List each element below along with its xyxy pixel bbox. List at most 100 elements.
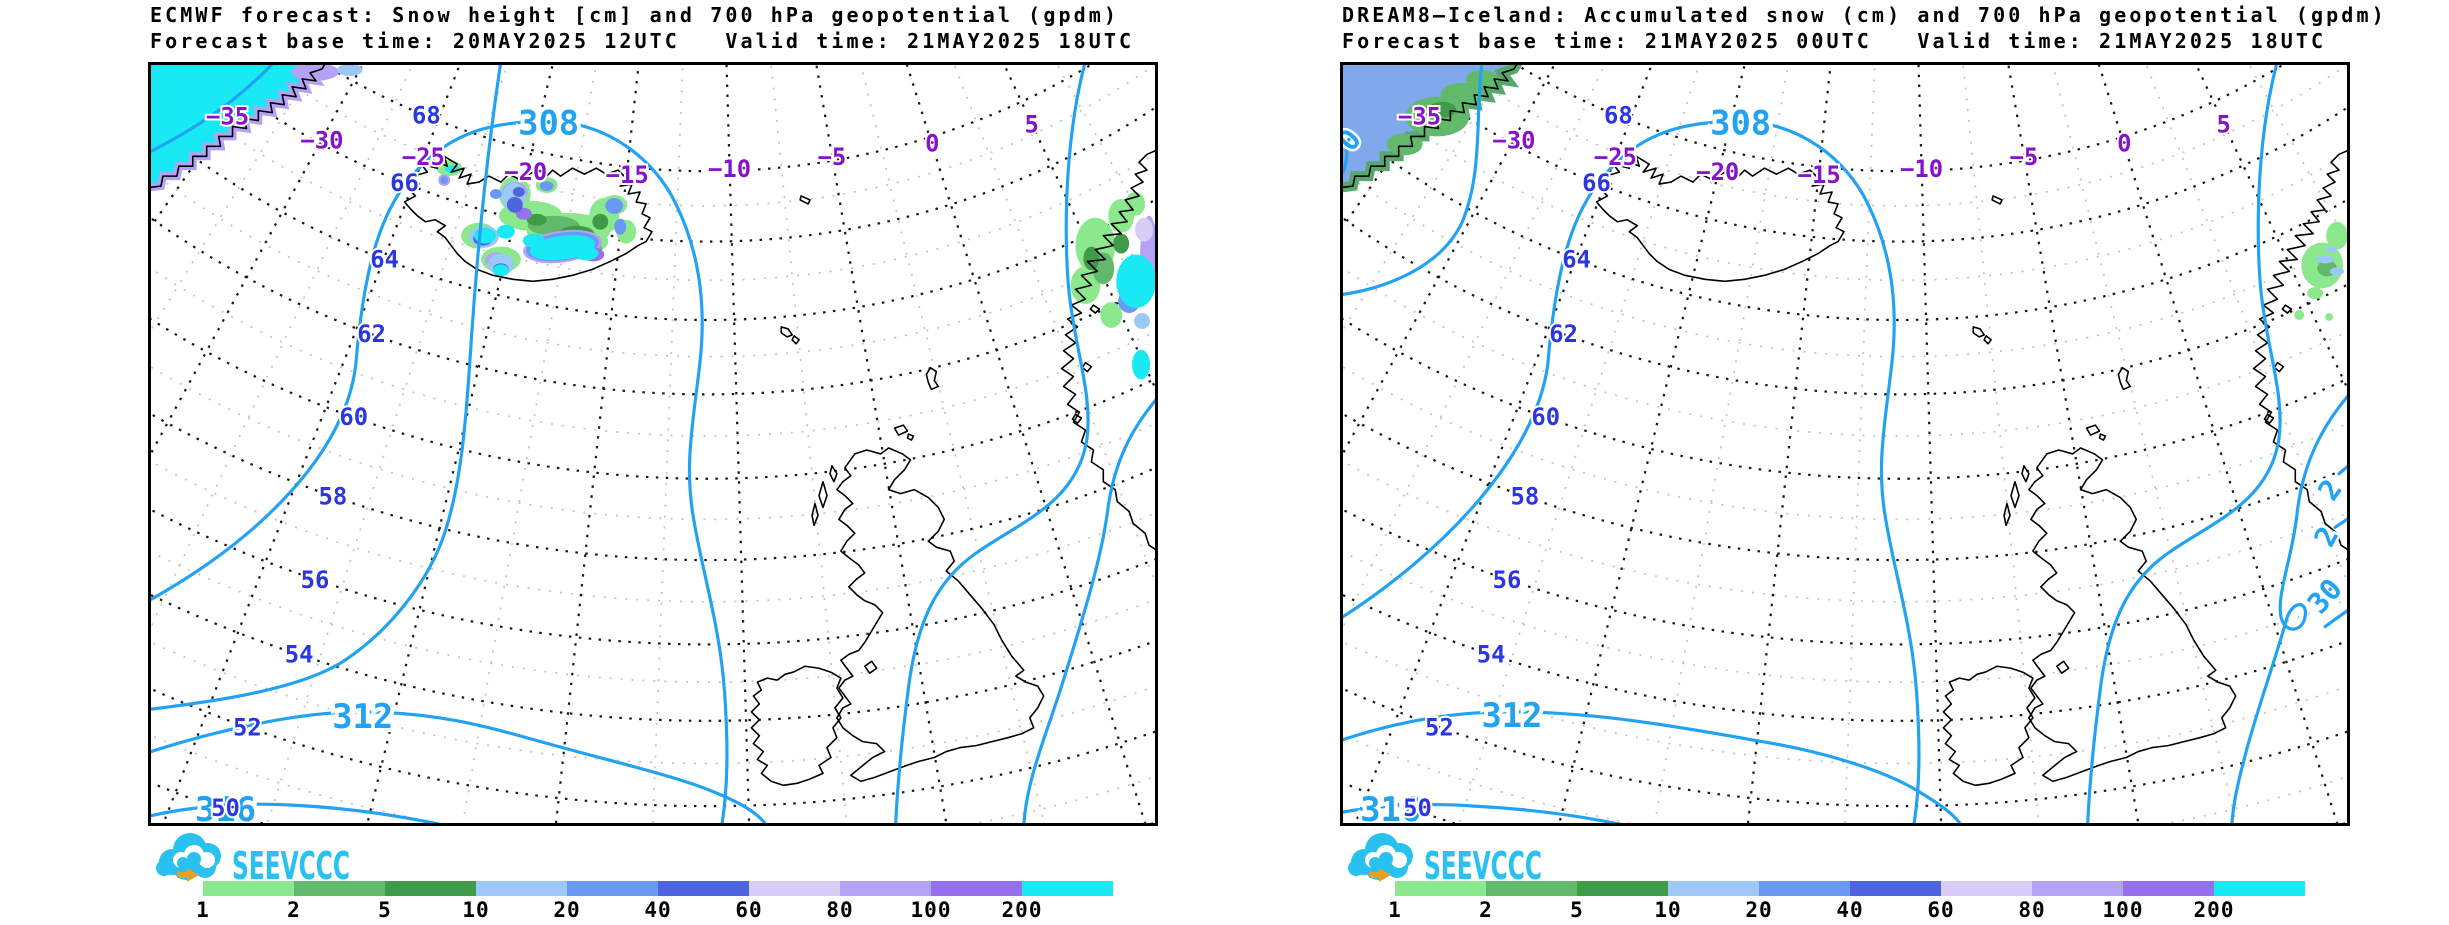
colorbar-value: 100 — [910, 898, 952, 922]
colorbar-value: 20 — [553, 898, 581, 922]
longitude-label: 0 — [2117, 129, 2131, 157]
latitude-label-66: 66 — [1582, 169, 1611, 197]
snow-patches — [291, 65, 1155, 380]
coastlines — [1343, 65, 2347, 787]
latitude-label-68: 68 — [1604, 102, 1633, 130]
colorbar-value: 80 — [2018, 898, 2046, 922]
map-ecmwf: 308 312 316 68 66 64 62 60 58 56 54 52 50 −35 −30 −25 −2… — [148, 62, 1158, 826]
map-labels: 3083123160223068666462605856545250−35−30… — [1343, 100, 2347, 823]
map-dream8-svg: 3083123160223068666462605856545250−35−30… — [1343, 65, 2347, 823]
graticule-minor — [151, 65, 1155, 823]
longitude-label: −35 — [1398, 103, 1441, 131]
panel-ecmwf-title: ECMWF forecast: Snow height [cm] and 700… — [150, 2, 1134, 54]
longitude-label: −20 — [1696, 158, 1739, 186]
map-ecmwf-svg: 30831231668666462605856545250−35−30−25−2… — [151, 65, 1155, 823]
latitude-label-58: 58 — [319, 483, 348, 511]
title-line1: DREAM8–Iceland: Accumulated snow (cm) an… — [1342, 3, 2387, 27]
colorbar-value: 2 — [1479, 898, 1493, 922]
latitude-label-54: 54 — [285, 640, 314, 668]
cloud-icon — [1348, 833, 1413, 880]
latitude-label-50: 50 — [211, 794, 240, 822]
latitude-label-52: 52 — [1425, 714, 1454, 742]
colorbar-segment-2 — [385, 881, 476, 896]
latitude-label-64: 64 — [370, 245, 399, 273]
colorbar-segment-9 — [2214, 881, 2305, 896]
colorbar-value: 40 — [644, 898, 672, 922]
snow-colorbar — [1395, 881, 2305, 896]
colorbar-value: 200 — [2193, 898, 2235, 922]
title-line2: Forecast base time: 20MAY2025 12UTC Vali… — [150, 29, 1135, 53]
longitude-label: −5 — [818, 143, 847, 171]
panel-dream8-title: DREAM8–Iceland: Accumulated snow (cm) an… — [1342, 2, 2387, 54]
colorbar-value: 60 — [735, 898, 763, 922]
graticule-major — [151, 65, 1155, 823]
colorbar-segment-1 — [294, 881, 385, 896]
latitude-label-68: 68 — [412, 102, 441, 130]
arrow-icon — [1369, 868, 1391, 882]
footer-dream8: SEEVCCC 1 2 5 10 20 40 60 80 100 200 — [1340, 828, 2356, 924]
latitude-label-64: 64 — [1562, 245, 1591, 273]
contour-edge-label: 2 — [2311, 473, 2347, 507]
colorbar-segment-4 — [567, 881, 658, 896]
contour-label-308: 308 — [518, 103, 579, 142]
map-dream8: 308 312 316 0 2 2 30 68 66 64 62 60 58 56 54 52 50 −35 −30… — [1340, 62, 2350, 826]
colorbar-value: 1 — [196, 898, 210, 922]
seevccc-logo: SEEVCCC — [156, 833, 350, 886]
colorbar-segment-0 — [1395, 881, 1486, 896]
longitude-label: −15 — [1798, 161, 1841, 189]
latitude-label-54: 54 — [1477, 640, 1506, 668]
snow-colorbar — [203, 881, 1113, 896]
colorbar-segment-5 — [658, 881, 749, 896]
colorbar-segment-3 — [1668, 881, 1759, 896]
longitude-label: −25 — [402, 143, 445, 171]
colorbar-value: 10 — [1654, 898, 1682, 922]
longitude-label: −10 — [1900, 155, 1943, 183]
colorbar-segment-2 — [1577, 881, 1668, 896]
colorbar-segment-6 — [1941, 881, 2032, 896]
latitude-label-62: 62 — [357, 320, 386, 348]
colorbar-value: 5 — [1570, 898, 1584, 922]
latitude-label-62: 62 — [1549, 320, 1578, 348]
latitude-label-52: 52 — [233, 714, 262, 742]
latitude-label-60: 60 — [1531, 403, 1560, 431]
colorbar-value: 5 — [378, 898, 392, 922]
latitude-label-50: 50 — [1403, 794, 1432, 822]
map-layers — [151, 65, 1155, 823]
colorbar-value: 60 — [1927, 898, 1955, 922]
longitude-label: −30 — [1492, 126, 1535, 154]
seevccc-logo: SEEVCCC — [1348, 833, 1542, 886]
colorbar-segment-7 — [2032, 881, 2123, 896]
latitude-label-58: 58 — [1511, 483, 1540, 511]
colorbar-segment-7 — [840, 881, 931, 896]
title-line2: Forecast base time: 21MAY2025 00UTC Vali… — [1342, 29, 2327, 53]
longitude-label: −20 — [504, 158, 547, 186]
colorbar-segment-9 — [1022, 881, 1113, 896]
longitude-label: −25 — [1594, 143, 1637, 171]
colorbar-value: 20 — [1745, 898, 1773, 922]
colorbar-value: 200 — [1001, 898, 1043, 922]
colorbar-value: 2 — [287, 898, 301, 922]
latitude-label-60: 60 — [339, 403, 368, 431]
contour-label-316: 316 — [195, 790, 256, 823]
contour-label-312: 312 — [1481, 696, 1542, 735]
longitude-label: −10 — [708, 155, 751, 183]
logo-text: SEEVCCC — [232, 844, 350, 886]
contour-label-312: 312 — [332, 697, 393, 736]
latitude-label-66: 66 — [390, 169, 419, 197]
coastlines — [151, 65, 1155, 787]
logo-text: SEEVCCC — [1424, 844, 1542, 886]
colorbar-value: 80 — [826, 898, 854, 922]
footer-ecmwf: SEEVCCC 1 2 5 10 20 40 60 80 100 200 — [148, 828, 1164, 924]
colorbar-segment-1 — [1486, 881, 1577, 896]
snow-patches — [1386, 69, 2347, 321]
colorbar-segment-3 — [476, 881, 567, 896]
longitude-label: 5 — [2217, 110, 2231, 138]
contour-label-316: 316 — [1360, 790, 1421, 823]
longitude-label: 5 — [1025, 110, 1039, 138]
geopotential-contours — [151, 65, 1155, 823]
longitude-label: −15 — [606, 161, 649, 189]
longitude-label: −5 — [2010, 143, 2039, 171]
geopotential-contours — [1343, 65, 2347, 823]
arrow-icon — [177, 868, 199, 882]
